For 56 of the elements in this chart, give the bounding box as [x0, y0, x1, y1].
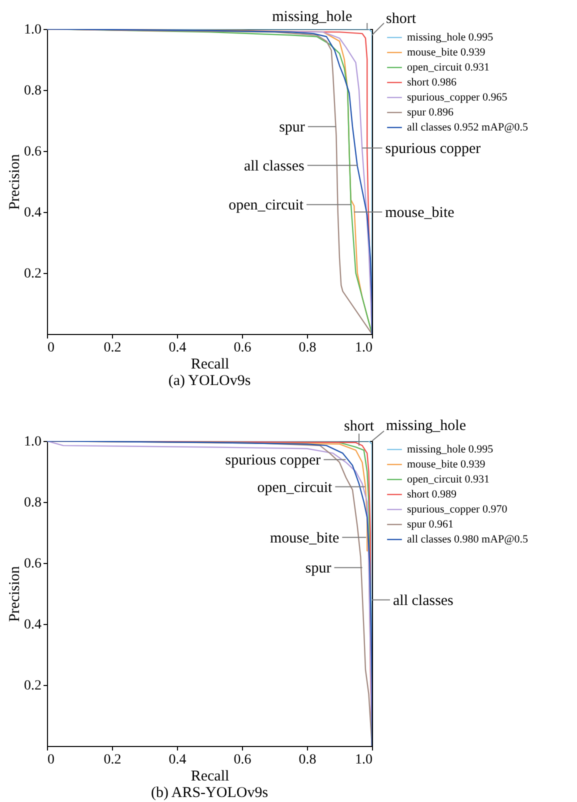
y-tick-label: 0.4	[24, 618, 42, 632]
legend-label: short 0.989	[407, 488, 457, 500]
legend-label: open_circuit 0.931	[407, 474, 490, 486]
legend-label: short 0.986	[407, 76, 457, 88]
annotation: open_circuit	[257, 480, 333, 496]
text: (b) ARS-YOLOv9s	[150, 785, 268, 801]
annotation: spur	[279, 120, 305, 136]
x-tick-label: 0.4	[168, 340, 186, 356]
annotation: short	[386, 11, 417, 28]
legend-label: mouse_bite 0.939	[407, 458, 486, 470]
legend-label: spurious_copper 0.965	[407, 92, 508, 104]
x-tick-label: 0	[48, 340, 54, 356]
x-tick-label: 0.8	[298, 340, 316, 356]
y-axis-title: Precision	[7, 154, 23, 210]
y-tick-label: 0.8	[24, 84, 42, 98]
legend-label: mouse_bite 0.939	[407, 46, 486, 58]
x-tick-label: 0.6	[234, 752, 252, 768]
x-tick-label: 0.6	[234, 340, 252, 356]
y-tick-label: 0.4	[24, 206, 42, 220]
y-axis-title: Precision	[7, 566, 23, 622]
text: (a) YOLOv9s	[168, 373, 251, 389]
x-tick-label: 1.0	[355, 752, 372, 768]
annotation: spur	[305, 560, 332, 577]
y-tick-label: 0.2	[24, 266, 42, 282]
annotation: missing_hole	[386, 418, 466, 434]
annotation: mouse_bite	[385, 205, 455, 221]
legend-label: spur 0.896	[407, 106, 454, 118]
annotation: open_circuit	[228, 198, 304, 214]
legend-label: missing_hole 0.995	[407, 444, 494, 456]
y-tick-label: 0.8	[24, 496, 42, 510]
annotation: all classes	[393, 592, 454, 609]
y-tick-label: 0.6	[24, 144, 42, 160]
y-tick-label: 1.0	[24, 434, 42, 450]
y-tick-label: 1.0	[24, 22, 42, 38]
legend-label: all classes 0.980 mAP@0.5	[407, 534, 529, 546]
annotation: all classes	[244, 158, 305, 174]
x-tick-label: 0.4	[168, 752, 186, 768]
legend-label: spur 0.961	[407, 518, 454, 530]
x-tick-label: 1.0	[355, 340, 372, 356]
legend-label: spurious_copper 0.970	[407, 504, 508, 516]
x-tick-label: 0	[48, 752, 54, 768]
legend-label: open_circuit 0.931	[407, 62, 490, 74]
legend-label: all classes 0.952 mAP@0.5	[407, 122, 529, 134]
annotation: spurious copper	[385, 140, 481, 157]
x-tick-label: 0.8	[298, 752, 316, 768]
x-tick-label: 0.2	[104, 340, 122, 356]
x-tick-label: 0.2	[104, 752, 122, 768]
y-tick-label: 0.6	[24, 556, 42, 572]
y-tick-label: 0.2	[24, 678, 42, 694]
annotation: spurious copper	[225, 452, 321, 469]
annotation: mouse_bite	[270, 530, 340, 546]
annotation: short	[344, 418, 375, 435]
x-axis-title: Recall	[190, 356, 230, 372]
legend-label: missing_hole 0.995	[407, 32, 494, 44]
annotation: missing_hole	[272, 9, 352, 25]
x-axis-title: Recall	[190, 768, 230, 784]
